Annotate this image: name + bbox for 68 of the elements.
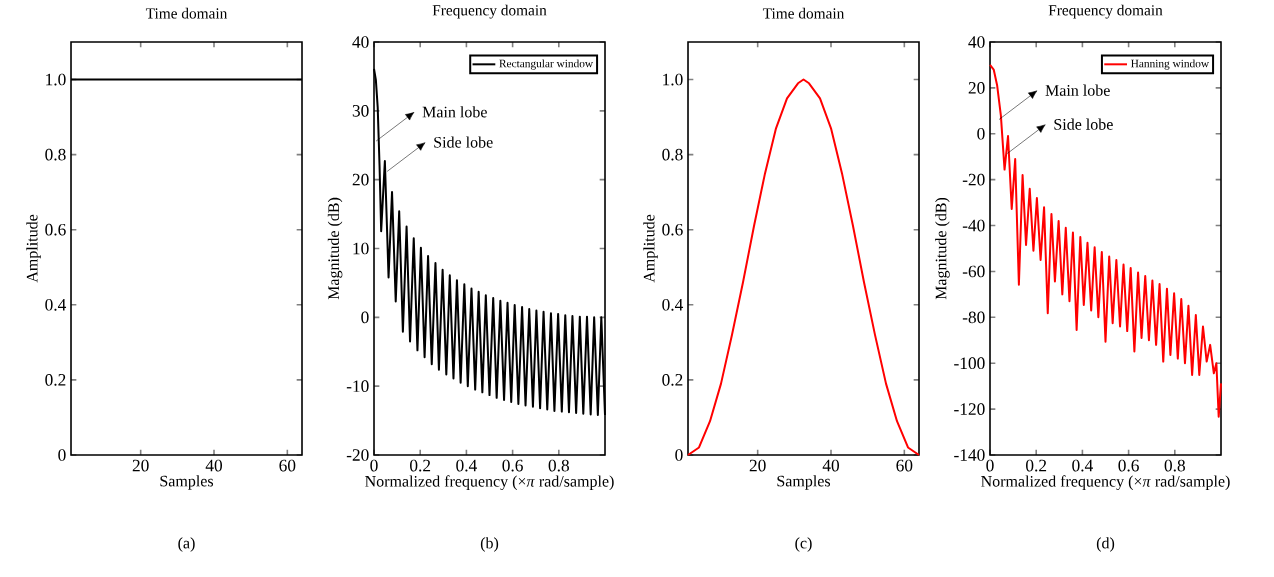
y-tick-label: -20 bbox=[962, 173, 985, 186]
text: (d) bbox=[1096, 537, 1115, 552]
x-tick-label: 0.4 bbox=[456, 459, 477, 472]
x-tick-label: 0 bbox=[370, 459, 378, 472]
y-tick-label: 10 bbox=[353, 242, 369, 255]
y-tick-label: 0.8 bbox=[45, 148, 66, 161]
x-tick-label: 0.2 bbox=[1026, 459, 1047, 472]
line-series bbox=[687, 78, 920, 456]
annotation: Main lobe bbox=[422, 106, 487, 118]
x-tick-label: 20 bbox=[132, 459, 149, 472]
x-tick-label: 0.4 bbox=[1072, 459, 1093, 472]
y-tick-label: 0.2 bbox=[45, 374, 66, 386]
legend-label: Rectangular window bbox=[499, 59, 594, 70]
y-tick-label: -20 bbox=[346, 449, 369, 461]
legend-label: Hanning window bbox=[1131, 59, 1210, 70]
y-axis-title: Magnitude (dB) bbox=[327, 197, 343, 300]
y-tick-label: 0 bbox=[361, 311, 369, 324]
chart-title: Frequency domain bbox=[1048, 4, 1163, 19]
annotation: Side lobe bbox=[1054, 118, 1113, 130]
y-tick-label: 0.4 bbox=[45, 298, 67, 311]
y-tick-label: -60 bbox=[962, 265, 985, 278]
x-tick-label: 60 bbox=[896, 459, 913, 472]
y-tick-label: 0.8 bbox=[662, 148, 683, 161]
chart-title: Time domain bbox=[145, 7, 228, 19]
x-tick-label: 0 bbox=[986, 459, 994, 472]
x-tick-label: 60 bbox=[279, 459, 296, 472]
x-axis-title: Samples bbox=[777, 475, 831, 490]
text: (a) bbox=[178, 537, 195, 552]
y-tick-label: -140 bbox=[954, 449, 985, 461]
x-axis-title: Samples bbox=[160, 475, 214, 490]
y-tick-label: 20 bbox=[968, 82, 985, 94]
y-tick-label: 0 bbox=[675, 449, 683, 461]
y-tick-label: -40 bbox=[962, 219, 985, 232]
y-tick-label: 30 bbox=[352, 104, 369, 117]
x-tick-label: 40 bbox=[822, 459, 840, 472]
y-tick-label: 0 bbox=[58, 449, 66, 461]
x-tick-label: 0.6 bbox=[502, 459, 523, 472]
chart-title: Frequency domain bbox=[432, 4, 547, 19]
y-tick-label: -80 bbox=[962, 311, 985, 324]
y-tick-label: 0.4 bbox=[662, 298, 684, 311]
y-tick-label: -10 bbox=[346, 380, 369, 392]
y-tick-label: -120 bbox=[954, 403, 985, 415]
x-axis-title: Normalized frequency (×π rad/sample) bbox=[981, 475, 1230, 491]
y-tick-label: 0 bbox=[977, 127, 985, 140]
y-tick-label: 40 bbox=[352, 36, 369, 48]
x-tick-label: 0.2 bbox=[410, 459, 431, 472]
annotation: Main lobe bbox=[1045, 84, 1110, 96]
y-axis-title: Amplitude bbox=[643, 214, 658, 283]
chart-title: Time domain bbox=[762, 7, 845, 19]
x-tick-label: 20 bbox=[749, 459, 766, 472]
y-tick-label: 0.2 bbox=[662, 374, 683, 386]
text: (c) bbox=[795, 537, 812, 552]
x-tick-label: 0.6 bbox=[1118, 459, 1139, 472]
y-tick-label: -100 bbox=[954, 357, 985, 370]
y-axis-title: Magnitude (dB) bbox=[935, 197, 950, 300]
y-tick-label: 0.6 bbox=[662, 223, 683, 236]
y-tick-label: 40 bbox=[968, 36, 985, 48]
x-axis-title: Normalized frequency (×π rad/sample) bbox=[365, 475, 614, 491]
text: (b) bbox=[480, 537, 499, 552]
annotation: Side lobe bbox=[434, 136, 493, 148]
x-tick-label: 0.8 bbox=[548, 459, 569, 472]
x-tick-label: 0.8 bbox=[1164, 459, 1185, 472]
y-tick-label: 1.0 bbox=[663, 73, 683, 86]
y-tick-label: 0.6 bbox=[45, 223, 66, 236]
y-tick-label: 20 bbox=[352, 173, 369, 186]
y-tick-label: 1.0 bbox=[46, 73, 66, 86]
x-tick-label: 40 bbox=[205, 459, 223, 472]
y-axis-title: Amplitude bbox=[26, 214, 41, 283]
